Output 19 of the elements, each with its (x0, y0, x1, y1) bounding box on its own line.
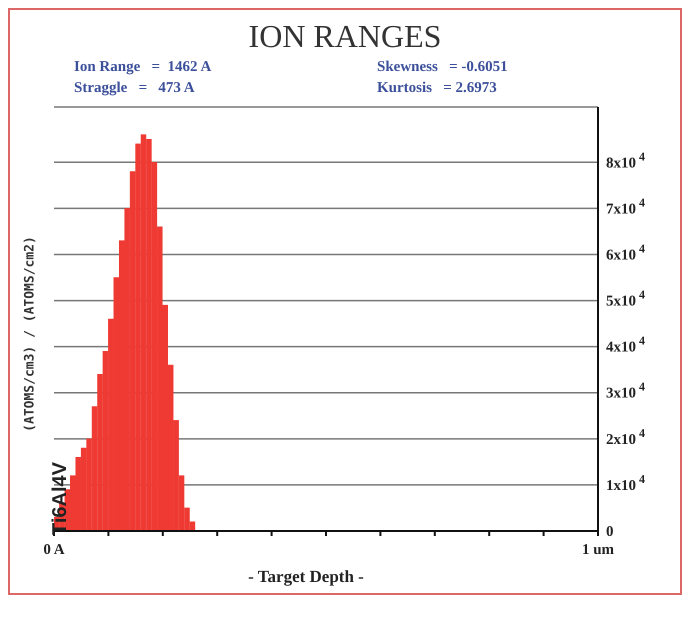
y-tick-label: 6x10$^{4}$ (606, 241, 645, 264)
y-axis-title: (ATOMS/cm3) / (ATOMS/cm2) (22, 236, 38, 432)
x-axis-title: - Target Depth - (247, 567, 365, 588)
y-tick-label: 8x10$^{4}$ (606, 149, 645, 172)
y-tick-label: 5x10$^{4}$ (606, 288, 645, 310)
y-tick-label: 7x10$^{4}$ (606, 195, 645, 218)
text: Ion Range = 1462 A (74, 59, 212, 76)
y-tick-label: 3x10$^{4}$ (606, 380, 645, 402)
text: Straggle = 473 A (74, 80, 196, 97)
y-tick-label: 2x10$^{4}$ (606, 426, 645, 448)
y-tick-label: 0 (606, 524, 614, 540)
y-tick-label: 1x10$^{4}$ (606, 472, 645, 494)
x-tick-label: 1 um (582, 542, 615, 558)
y-tick-label: 4x10$^{4}$ (606, 334, 645, 356)
chart-title: ION RANGES (248, 17, 442, 55)
annotation: Ti6Al4V (49, 462, 72, 535)
x-tick-label: 0 A (43, 542, 65, 558)
text: Kurtosis = 2.6973 (377, 80, 498, 97)
text: Skewness = -0.6051 (377, 59, 509, 76)
